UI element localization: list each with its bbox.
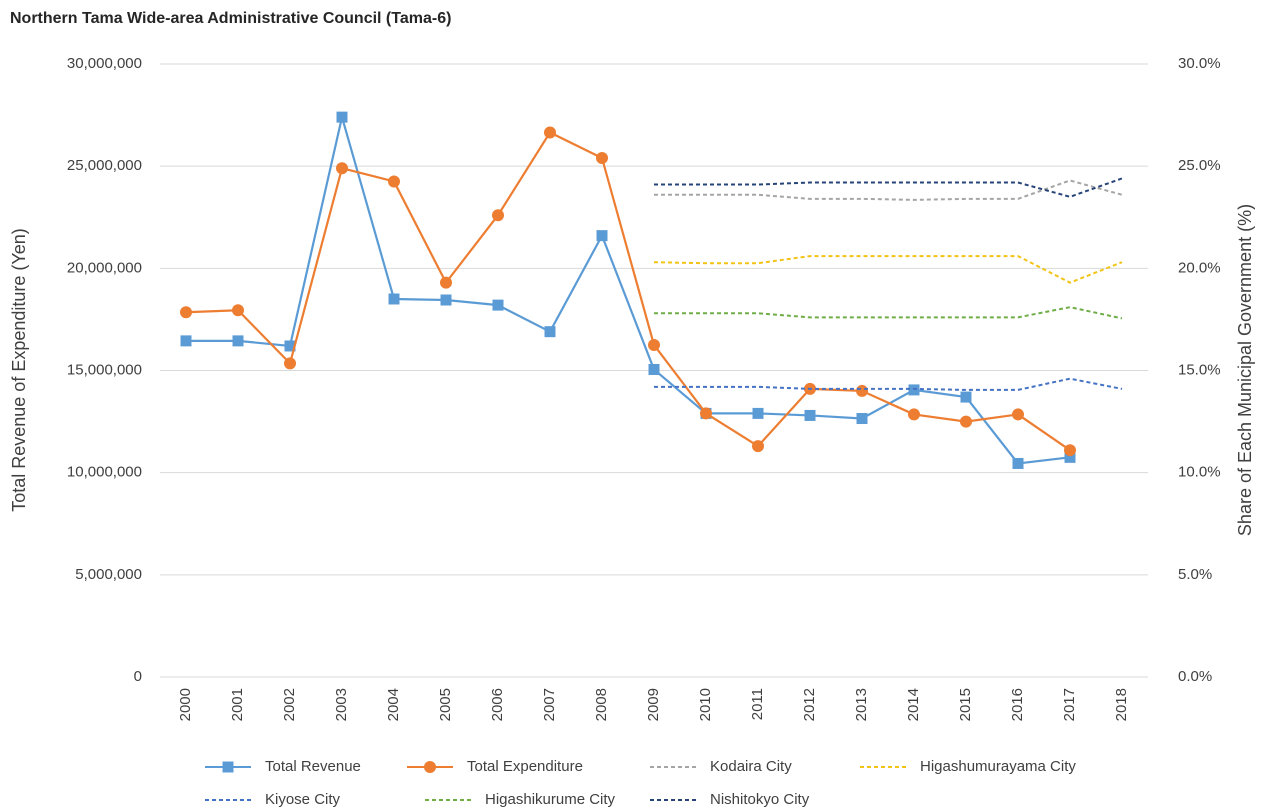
series-line [186, 116, 1071, 465]
x-tick-label: 2017 [1061, 688, 1078, 721]
legend-marker [222, 761, 234, 773]
series-line [654, 377, 1123, 391]
y2-tick-label: 30.0% [1178, 55, 1221, 72]
data-point [284, 357, 296, 370]
data-point [180, 335, 192, 347]
y2-axis-title: Share of Each Municipal Government (%) [1235, 204, 1255, 536]
y-tick-label: 15,000,000 [67, 361, 142, 378]
x-tick-label: 2014 [905, 688, 922, 721]
x-tick-label: 2012 [801, 688, 818, 721]
series-line [185, 131, 1071, 452]
x-tick-label: 2011 [749, 688, 766, 720]
x-tick-label: 2009 [645, 688, 662, 721]
y-axis-title: Total Revenue of Expenditure (Yen) [9, 228, 29, 512]
y-tick-label: 20,000,000 [67, 259, 142, 276]
data-point [908, 408, 920, 421]
x-tick-label: 2018 [1113, 688, 1130, 721]
y2-tick-label: 0.0% [1178, 668, 1212, 685]
data-point [752, 407, 764, 419]
series-line [654, 179, 1123, 201]
legend-label: Total Revenue [265, 758, 361, 775]
data-point [648, 363, 660, 375]
data-point [440, 276, 452, 289]
x-tick-label: 2003 [333, 688, 350, 721]
data-point [856, 413, 868, 425]
data-point [1012, 457, 1024, 469]
y2-tick-label: 20.0% [1178, 259, 1221, 276]
data-point [440, 294, 452, 306]
data-point [752, 440, 764, 453]
data-point [804, 409, 816, 421]
data-point [492, 209, 504, 222]
data-point [1064, 451, 1076, 463]
legend-label: Nishitokyo City [710, 791, 810, 808]
data-point [544, 126, 556, 139]
data-point [960, 415, 972, 428]
data-point [336, 111, 348, 123]
data-point [1064, 444, 1076, 457]
y-tick-label: 0 [134, 668, 142, 685]
x-tick-label: 2007 [541, 688, 558, 721]
data-point [388, 175, 400, 188]
legend-label: Higashumurayama City [920, 758, 1076, 775]
y2-tick-label: 25.0% [1178, 157, 1221, 174]
x-tick-label: 2000 [177, 688, 194, 721]
data-point [856, 384, 868, 397]
data-point [232, 304, 244, 317]
y2-tick-label: 15.0% [1178, 361, 1221, 378]
x-tick-label: 2006 [489, 688, 506, 721]
data-point [336, 162, 348, 175]
data-point [648, 338, 660, 351]
x-tick-label: 2015 [957, 688, 974, 721]
data-point [232, 335, 244, 347]
x-tick-label: 2016 [1009, 688, 1026, 721]
series-line [654, 177, 1123, 198]
data-point [960, 391, 972, 403]
legend-label: Total Expenditure [467, 758, 583, 775]
y2-tick-label: 10.0% [1178, 464, 1221, 481]
y-tick-label: 5,000,000 [75, 566, 142, 583]
y-tick-label: 25,000,000 [67, 157, 142, 174]
series-line [653, 255, 1123, 284]
chart-title: Northern Tama Wide-area Administrative C… [10, 10, 451, 27]
legend-marker [424, 761, 436, 773]
legend-label: Kodaira City [710, 758, 792, 775]
y-tick-label: 10,000,000 [67, 464, 142, 481]
x-tick-label: 2004 [385, 688, 402, 721]
data-point [180, 306, 192, 319]
legend-label: Higashikurume City [485, 791, 616, 808]
data-point [596, 151, 608, 164]
data-point [544, 326, 556, 338]
data-point [1012, 408, 1024, 421]
data-point [388, 293, 400, 305]
x-tick-label: 2005 [437, 688, 454, 721]
x-tick-label: 2001 [229, 688, 246, 721]
x-tick-label: 2008 [593, 688, 610, 721]
y-tick-label: 30,000,000 [67, 55, 142, 72]
data-point [492, 299, 504, 311]
data-point [908, 384, 920, 396]
data-point [596, 230, 608, 242]
legend-label: Kiyose City [265, 791, 341, 808]
data-point [700, 407, 712, 420]
series-line [654, 306, 1123, 320]
y2-tick-label: 5.0% [1178, 566, 1212, 583]
x-tick-label: 2013 [853, 688, 870, 721]
data-point [284, 340, 296, 352]
x-tick-label: 2010 [697, 688, 714, 721]
x-tick-label: 2002 [281, 688, 298, 721]
